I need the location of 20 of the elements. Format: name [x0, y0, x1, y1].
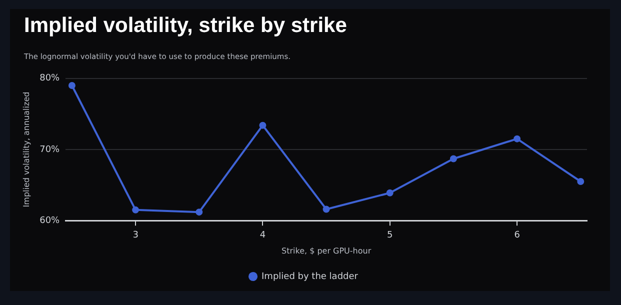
chart-title: Implied volatility, strike by strike	[24, 14, 347, 38]
x-tick-label: 3	[132, 230, 138, 240]
point	[196, 208, 203, 216]
y-tick-label: 60%	[40, 216, 60, 226]
point	[259, 122, 266, 129]
y-tick-label: 70%	[40, 144, 60, 155]
x-tick-label: 4	[260, 230, 266, 240]
point	[322, 206, 330, 213]
point	[450, 155, 457, 162]
x-tick-label: 5	[387, 230, 393, 240]
point	[68, 82, 76, 90]
y-axis-title: Implied volatility, annualized	[22, 92, 31, 208]
legend-label: Implied by the ladder	[262, 272, 358, 282]
point	[514, 135, 521, 142]
point	[577, 178, 584, 185]
point	[132, 206, 140, 214]
point	[386, 189, 394, 196]
y-tick-label: 80%	[40, 74, 60, 84]
x-axis-title: Strike, $ per GPU-hour	[281, 246, 372, 256]
x-tick-label: 6	[514, 230, 520, 240]
